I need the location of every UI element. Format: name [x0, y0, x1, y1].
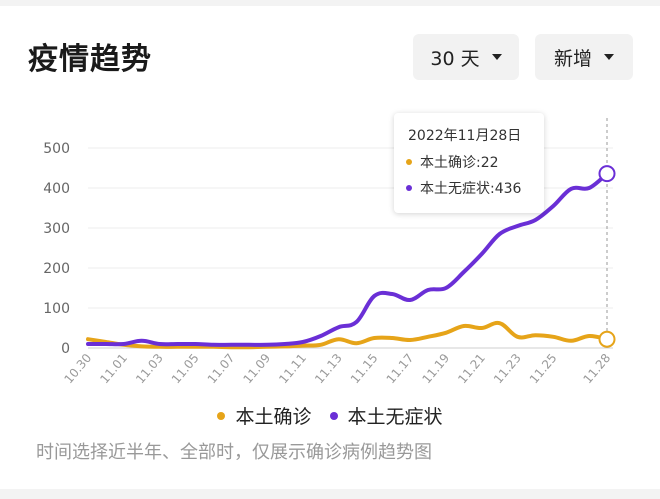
legend-label-asymptomatic: 本土无症状	[347, 406, 443, 428]
y-tick-label: 300	[43, 221, 70, 237]
tooltip-row-asymptomatic: 本土无症状:436	[406, 178, 521, 198]
x-tick-label: 11.19	[419, 351, 452, 386]
y-tick-label: 200	[43, 261, 70, 277]
caret-down-icon	[491, 54, 502, 60]
y-tick-label: 0	[61, 341, 70, 357]
x-tick-label: 11.11	[276, 351, 309, 386]
x-tick-label: 11.13	[312, 351, 345, 386]
page-title: 疫情趋势	[28, 42, 152, 77]
x-tick-label: 11.01	[97, 351, 130, 386]
footnote: 时间选择近半年、全部时，仅展示确诊病例趋势图	[36, 442, 432, 463]
caret-down-icon	[604, 54, 614, 60]
range-dropdown[interactable]: 30 天	[413, 34, 519, 80]
x-tick-label: 11.03	[133, 351, 166, 386]
x-tick-label: 11.07	[205, 351, 238, 386]
x-tick-label: 11.23	[491, 351, 524, 386]
chart-legend: 本土确诊 本土无症状	[0, 402, 660, 429]
legend-item-asymptomatic[interactable]: 本土无症状	[329, 402, 443, 429]
series-line-confirmed	[86, 320, 609, 350]
legend-item-confirmed[interactable]: 本土确诊	[217, 402, 312, 429]
top-strip	[0, 0, 660, 6]
y-tick-label: 500	[43, 141, 70, 157]
x-tick-label: 11.09	[240, 351, 273, 386]
series-line-asymptomatic	[86, 171, 609, 347]
tooltip-dot-asymptomatic	[406, 185, 412, 191]
y-tick-label: 100	[43, 301, 70, 317]
bottom-strip	[0, 489, 660, 499]
tooltip-confirmed-text: 本土确诊:22	[420, 155, 499, 171]
x-tick-label: 11.25	[527, 351, 560, 386]
y-tick-label: 400	[43, 181, 70, 197]
mode-dropdown-label: 新增	[553, 47, 592, 70]
mode-dropdown[interactable]: 新增	[535, 34, 633, 80]
chart-tooltip: 2022年11月28日 本土确诊:22 本土无症状:436	[394, 113, 544, 213]
x-tick-label: 11.15	[348, 351, 381, 386]
x-tick-label: 11.17	[384, 351, 417, 386]
highlight-point-confirmed	[598, 330, 616, 348]
tooltip-asymptomatic-text: 本土无症状:436	[420, 181, 522, 197]
tooltip-date: 2022年11月28日	[408, 128, 522, 144]
tooltip-row-confirmed: 本土确诊:22	[406, 152, 499, 172]
range-dropdown-label: 30 天	[430, 47, 480, 70]
legend-label-confirmed: 本土确诊	[235, 406, 312, 428]
legend-dot-asymptomatic	[329, 411, 338, 420]
highlight-point-asymptomatic	[598, 165, 616, 183]
legend-dot-confirmed	[217, 411, 226, 420]
tooltip-dot-confirmed	[406, 159, 412, 165]
x-tick-label: 11.28	[580, 351, 613, 386]
x-tick-label: 11.05	[169, 351, 202, 386]
x-tick-label: 11.21	[455, 351, 488, 386]
